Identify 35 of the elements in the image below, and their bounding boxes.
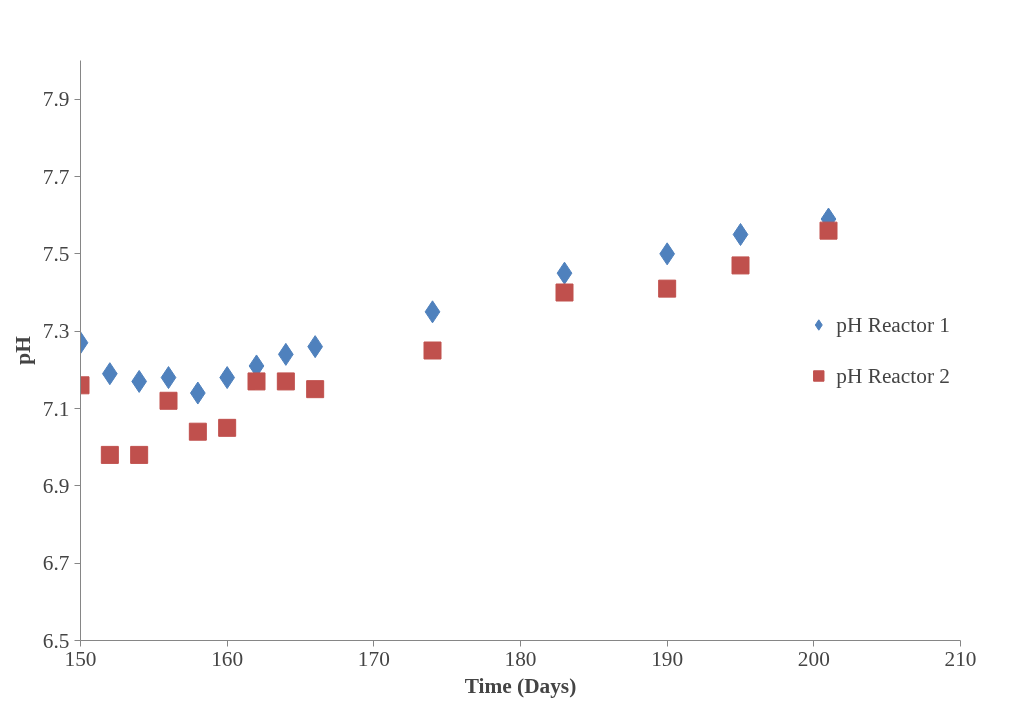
point <box>556 261 573 285</box>
point <box>658 279 677 298</box>
y-tick-label: 6.9 <box>42 473 70 498</box>
point <box>731 256 750 275</box>
point <box>247 372 266 391</box>
y-tick-label: 7.5 <box>42 241 70 266</box>
point <box>276 372 295 391</box>
y-tick-label: 7.9 <box>42 87 70 112</box>
point <box>159 391 178 410</box>
x-tick-label: 180 <box>504 646 537 671</box>
point <box>555 283 574 302</box>
y-tick-label: 6.7 <box>42 551 70 576</box>
point <box>423 341 442 360</box>
x-axis-title: Time (Days) <box>464 673 577 698</box>
point <box>130 445 149 464</box>
y-tick-label: 7.1 <box>42 396 70 421</box>
x-tick-label: 210 <box>944 646 977 671</box>
x-tick-label: 190 <box>651 646 684 671</box>
point <box>218 418 237 437</box>
point <box>188 422 207 441</box>
legend-label: pH Reactor 2 <box>836 363 950 388</box>
point <box>732 223 749 246</box>
point <box>424 300 441 324</box>
y-tick-label: 6.5 <box>42 628 70 653</box>
point <box>160 366 177 390</box>
point <box>819 221 838 240</box>
x-tick-label: 170 <box>357 646 390 671</box>
point <box>306 380 325 399</box>
x-tick-label: 160 <box>211 646 244 671</box>
point <box>100 445 119 464</box>
y-axis-title: pH <box>10 335 35 365</box>
legend-label: pH Reactor 1 <box>836 312 950 337</box>
x-tick-label: 200 <box>797 646 830 671</box>
y-tick-label: 7.7 <box>42 164 70 189</box>
y-tick-label: 7.3 <box>42 319 70 344</box>
